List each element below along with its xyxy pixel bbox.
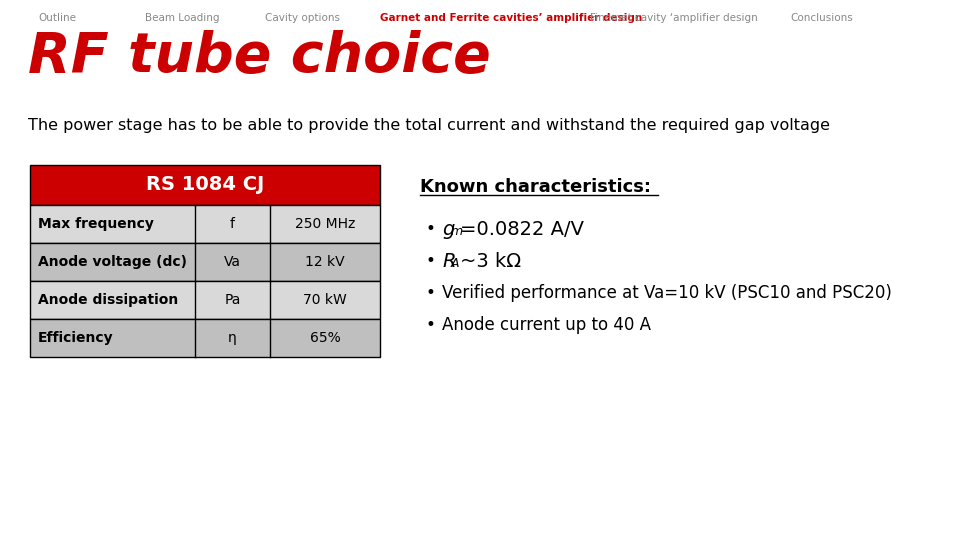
Text: Efficiency: Efficiency [38, 331, 113, 345]
Text: 70 kW: 70 kW [303, 293, 347, 307]
Text: 12 kV: 12 kV [305, 255, 345, 269]
Text: Anode dissipation: Anode dissipation [38, 293, 179, 307]
Bar [30, 205, 380, 243]
Text: Verified performance at Va=10 kV (PSC10 and PSC20): Verified performance at Va=10 kV (PSC10 … [442, 284, 892, 302]
Text: η: η [228, 331, 237, 345]
Text: RS 1084 CJ: RS 1084 CJ [146, 176, 264, 194]
Text: Garnet and Ferrite cavities’ amplifier design: Garnet and Ferrite cavities’ amplifier d… [380, 13, 642, 23]
Text: g: g [442, 220, 454, 239]
Text: Va: Va [224, 255, 241, 269]
Bar [30, 243, 380, 281]
Text: m: m [451, 225, 463, 238]
Text: Outline: Outline [38, 13, 76, 23]
Text: R: R [442, 252, 455, 271]
Text: ~3 kΩ: ~3 kΩ [460, 252, 521, 271]
Text: Known characteristics:: Known characteristics: [420, 178, 651, 196]
Text: Conclusions: Conclusions [790, 13, 852, 23]
Text: f: f [230, 217, 235, 231]
Text: •: • [425, 252, 435, 270]
Text: RF tube choice: RF tube choice [28, 30, 491, 84]
Text: Beam Loading: Beam Loading [145, 13, 220, 23]
Text: •: • [425, 284, 435, 302]
Text: Finemet cavity ‘amplifier design: Finemet cavity ‘amplifier design [590, 13, 757, 23]
Text: 65%: 65% [310, 331, 341, 345]
Text: Cavity options: Cavity options [265, 13, 340, 23]
Text: Pa: Pa [225, 293, 241, 307]
Text: 250 MHz: 250 MHz [295, 217, 355, 231]
Bar [30, 165, 380, 205]
Bar [30, 281, 380, 319]
Bar [30, 319, 380, 357]
Text: A: A [451, 257, 460, 270]
Text: Max frequency: Max frequency [38, 217, 154, 231]
Text: The power stage has to be able to provide the total current and withstand the re: The power stage has to be able to provid… [28, 118, 830, 133]
Text: •: • [425, 316, 435, 334]
Text: Anode current up to 40 A: Anode current up to 40 A [442, 316, 651, 334]
Text: •: • [425, 220, 435, 238]
Text: =0.0822 A/V: =0.0822 A/V [460, 220, 584, 239]
Text: Anode voltage (dc): Anode voltage (dc) [38, 255, 187, 269]
